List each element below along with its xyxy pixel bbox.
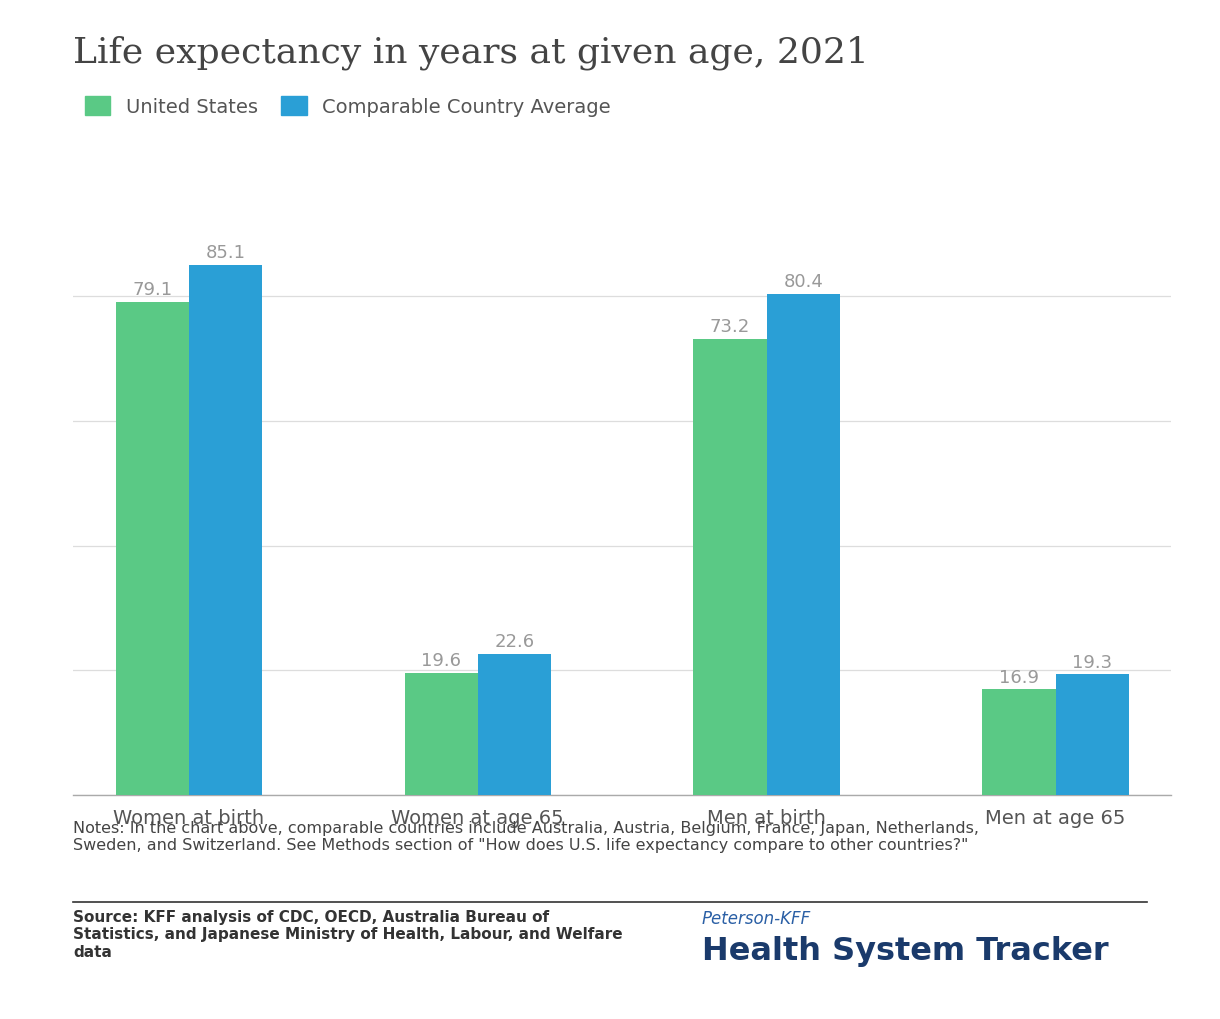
Bar — [693, 339, 766, 795]
Bar — [478, 654, 551, 795]
Text: 73.2: 73.2 — [710, 318, 750, 335]
Bar — [766, 294, 839, 795]
Text: 16.9: 16.9 — [999, 668, 1039, 686]
Text: Source: KFF analysis of CDC, OECD, Australia Bureau of
Statistics, and Japanese : Source: KFF analysis of CDC, OECD, Austr… — [73, 909, 623, 959]
Text: Notes: In the chart above, comparable countries include Australia, Austria, Belg: Notes: In the chart above, comparable co… — [73, 820, 980, 853]
Text: Peterson-KFF: Peterson-KFF — [702, 909, 811, 927]
Bar — [189, 265, 262, 795]
Bar — [1055, 675, 1128, 795]
Bar — [116, 303, 189, 795]
Text: 19.3: 19.3 — [1072, 653, 1113, 672]
Bar — [982, 690, 1055, 795]
Text: 19.6: 19.6 — [421, 651, 461, 669]
Text: 22.6: 22.6 — [494, 633, 534, 650]
Text: 80.4: 80.4 — [783, 273, 824, 290]
Text: Life expectancy in years at given age, 2021: Life expectancy in years at given age, 2… — [73, 36, 869, 70]
Bar — [405, 673, 478, 795]
Legend: United States, Comparable Country Average: United States, Comparable Country Averag… — [77, 90, 619, 125]
Text: Health System Tracker: Health System Tracker — [702, 935, 1108, 966]
Text: 79.1: 79.1 — [132, 281, 172, 299]
Text: 85.1: 85.1 — [205, 244, 245, 262]
